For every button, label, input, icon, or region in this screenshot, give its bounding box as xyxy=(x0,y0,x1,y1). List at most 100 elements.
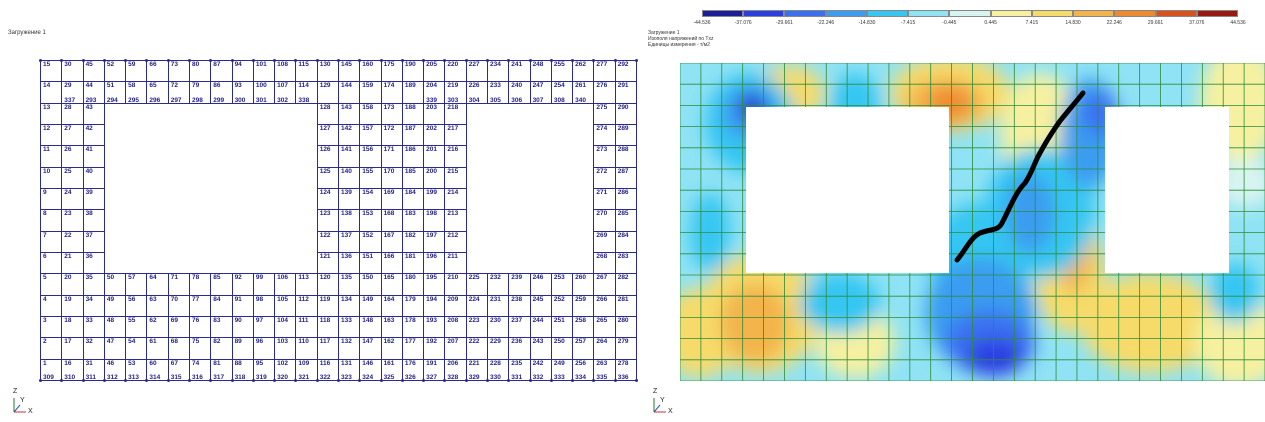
mesh-element[interactable]: 123 xyxy=(316,209,339,232)
mesh-element[interactable]: 191 xyxy=(423,358,446,381)
mesh-element[interactable]: 288 xyxy=(614,145,637,168)
mesh-element[interactable]: 156 xyxy=(359,145,382,168)
mesh-element[interactable]: 150 xyxy=(359,273,382,296)
mesh-element[interactable]: 210 xyxy=(444,273,467,296)
mesh-element[interactable]: 42 xyxy=(82,124,105,147)
mesh-element[interactable]: 147 xyxy=(359,337,382,360)
mesh-element[interactable]: 6 xyxy=(40,252,63,275)
mesh-element[interactable]: 20 xyxy=(61,273,84,296)
mesh-element[interactable]: 281 xyxy=(614,294,637,317)
mesh-element[interactable]: 206 xyxy=(444,358,467,381)
mesh-element[interactable]: 64 xyxy=(146,273,169,296)
mesh-element[interactable]: 115 xyxy=(295,60,318,83)
mesh-element[interactable]: 285 xyxy=(614,209,637,232)
mesh-element[interactable]: 237 xyxy=(508,316,531,339)
mesh-element[interactable]: 39 xyxy=(82,188,105,211)
mesh-element[interactable]: 108 xyxy=(274,60,297,83)
mesh-element[interactable]: 245 xyxy=(529,294,552,317)
mesh-element[interactable]: 102 xyxy=(274,358,297,381)
mesh-element[interactable]: 21 xyxy=(61,252,84,275)
mesh-element[interactable]: 105 xyxy=(274,294,297,317)
mesh-element[interactable]: 131 xyxy=(338,358,361,381)
mesh-element[interactable]: 271 xyxy=(593,188,616,211)
mesh-element[interactable]: 173 xyxy=(380,102,403,125)
mesh-element[interactable]: 128 xyxy=(316,102,339,125)
mesh-element[interactable]: 55 xyxy=(125,316,148,339)
mesh-element[interactable]: 5 xyxy=(40,273,63,296)
mesh-element[interactable]: 9 xyxy=(40,188,63,211)
mesh-element[interactable]: 244 xyxy=(529,316,552,339)
mesh-element[interactable]: 122 xyxy=(316,230,339,253)
mesh-element[interactable]: 91 xyxy=(231,294,254,317)
mesh-element[interactable]: 33 xyxy=(82,316,105,339)
mesh-element[interactable]: 158 xyxy=(359,102,382,125)
mesh-element[interactable]: 170 xyxy=(380,166,403,189)
mesh-element[interactable]: 58 xyxy=(125,81,148,104)
mesh-element[interactable]: 101 xyxy=(252,60,276,83)
mesh-element[interactable]: 169 xyxy=(380,188,403,211)
mesh-element[interactable]: 239 xyxy=(508,273,531,296)
mesh-element[interactable]: 205 xyxy=(423,60,446,83)
mesh-element[interactable]: 137 xyxy=(338,230,361,253)
mesh-element[interactable]: 238 xyxy=(508,294,531,317)
mesh-element[interactable]: 80 xyxy=(189,60,212,83)
mesh-element[interactable]: 198 xyxy=(423,209,446,232)
mesh-element[interactable]: 232 xyxy=(487,273,510,296)
mesh-element[interactable]: 231 xyxy=(487,294,510,317)
mesh-element[interactable]: 258 xyxy=(572,316,595,339)
mesh-element[interactable]: 187 xyxy=(401,124,425,147)
mesh-element[interactable]: 286 xyxy=(614,188,637,211)
mesh-element[interactable]: 166 xyxy=(380,252,403,275)
mesh-element[interactable]: 27 xyxy=(61,124,84,147)
mesh-element[interactable]: 139 xyxy=(338,188,361,211)
mesh-element[interactable]: 163 xyxy=(380,316,403,339)
mesh-element[interactable]: 278 xyxy=(614,358,637,381)
mesh-element[interactable]: 212 xyxy=(444,230,467,253)
mesh-element[interactable]: 25 xyxy=(61,166,84,189)
mesh-element[interactable]: 227 xyxy=(465,60,488,83)
mesh-element[interactable]: 132 xyxy=(338,337,361,360)
mesh-element[interactable]: 207 xyxy=(444,337,467,360)
mesh-element[interactable]: 98 xyxy=(252,294,276,317)
mesh-element[interactable]: 104 xyxy=(274,316,297,339)
mesh-element[interactable]: 60 xyxy=(146,358,169,381)
mesh-element[interactable]: 47 xyxy=(103,337,127,360)
mesh-element[interactable]: 229 xyxy=(487,337,510,360)
mesh-element[interactable]: 266 xyxy=(593,294,616,317)
mesh-element[interactable]: 185 xyxy=(401,166,425,189)
mesh-element[interactable]: 43 xyxy=(82,102,105,125)
mesh-element[interactable]: 48 xyxy=(103,316,127,339)
mesh-element[interactable]: 242 xyxy=(529,358,552,381)
mesh-element[interactable]: 35 xyxy=(82,273,105,296)
mesh-element[interactable]: 87 xyxy=(210,60,233,83)
mesh-element[interactable]: 200 xyxy=(423,166,446,189)
mesh-element[interactable]: 117 xyxy=(316,337,339,360)
mesh-element[interactable]: 10 xyxy=(40,166,63,189)
mesh-element[interactable]: 179 xyxy=(401,294,425,317)
mesh-element[interactable]: 160 xyxy=(359,60,382,83)
mesh-element[interactable]: 284 xyxy=(614,230,637,253)
mesh-element[interactable]: 141 xyxy=(338,145,361,168)
mesh-element[interactable]: 70 xyxy=(167,294,190,317)
mesh-element[interactable]: 263 xyxy=(593,358,616,381)
mesh-element[interactable]: 208 xyxy=(444,316,467,339)
mesh-element[interactable]: 236 xyxy=(508,337,531,360)
mesh-element[interactable]: 106 xyxy=(274,273,297,296)
mesh-element[interactable]: 181 xyxy=(401,252,425,275)
mesh-element[interactable]: 201 xyxy=(423,145,446,168)
mesh-element[interactable]: 143 xyxy=(338,102,361,125)
mesh-element[interactable]: 260 xyxy=(572,273,595,296)
mesh-element[interactable]: 202 xyxy=(423,124,446,147)
mesh-element[interactable]: 144 xyxy=(338,81,361,104)
mesh-element[interactable]: 124 xyxy=(316,188,339,211)
mesh-element[interactable]: 194 xyxy=(423,294,446,317)
mesh-element[interactable]: 34 xyxy=(82,294,105,317)
mesh-element[interactable]: 159 xyxy=(359,81,382,104)
mesh-element[interactable]: 153 xyxy=(359,209,382,232)
mesh-element[interactable]: 216 xyxy=(444,145,467,168)
mesh-element[interactable]: 222 xyxy=(465,337,488,360)
mesh-element[interactable]: 66 xyxy=(146,60,169,83)
mesh-element[interactable]: 63 xyxy=(146,294,169,317)
mesh-element[interactable]: 213 xyxy=(444,209,467,232)
mesh-element[interactable]: 164 xyxy=(380,294,403,317)
